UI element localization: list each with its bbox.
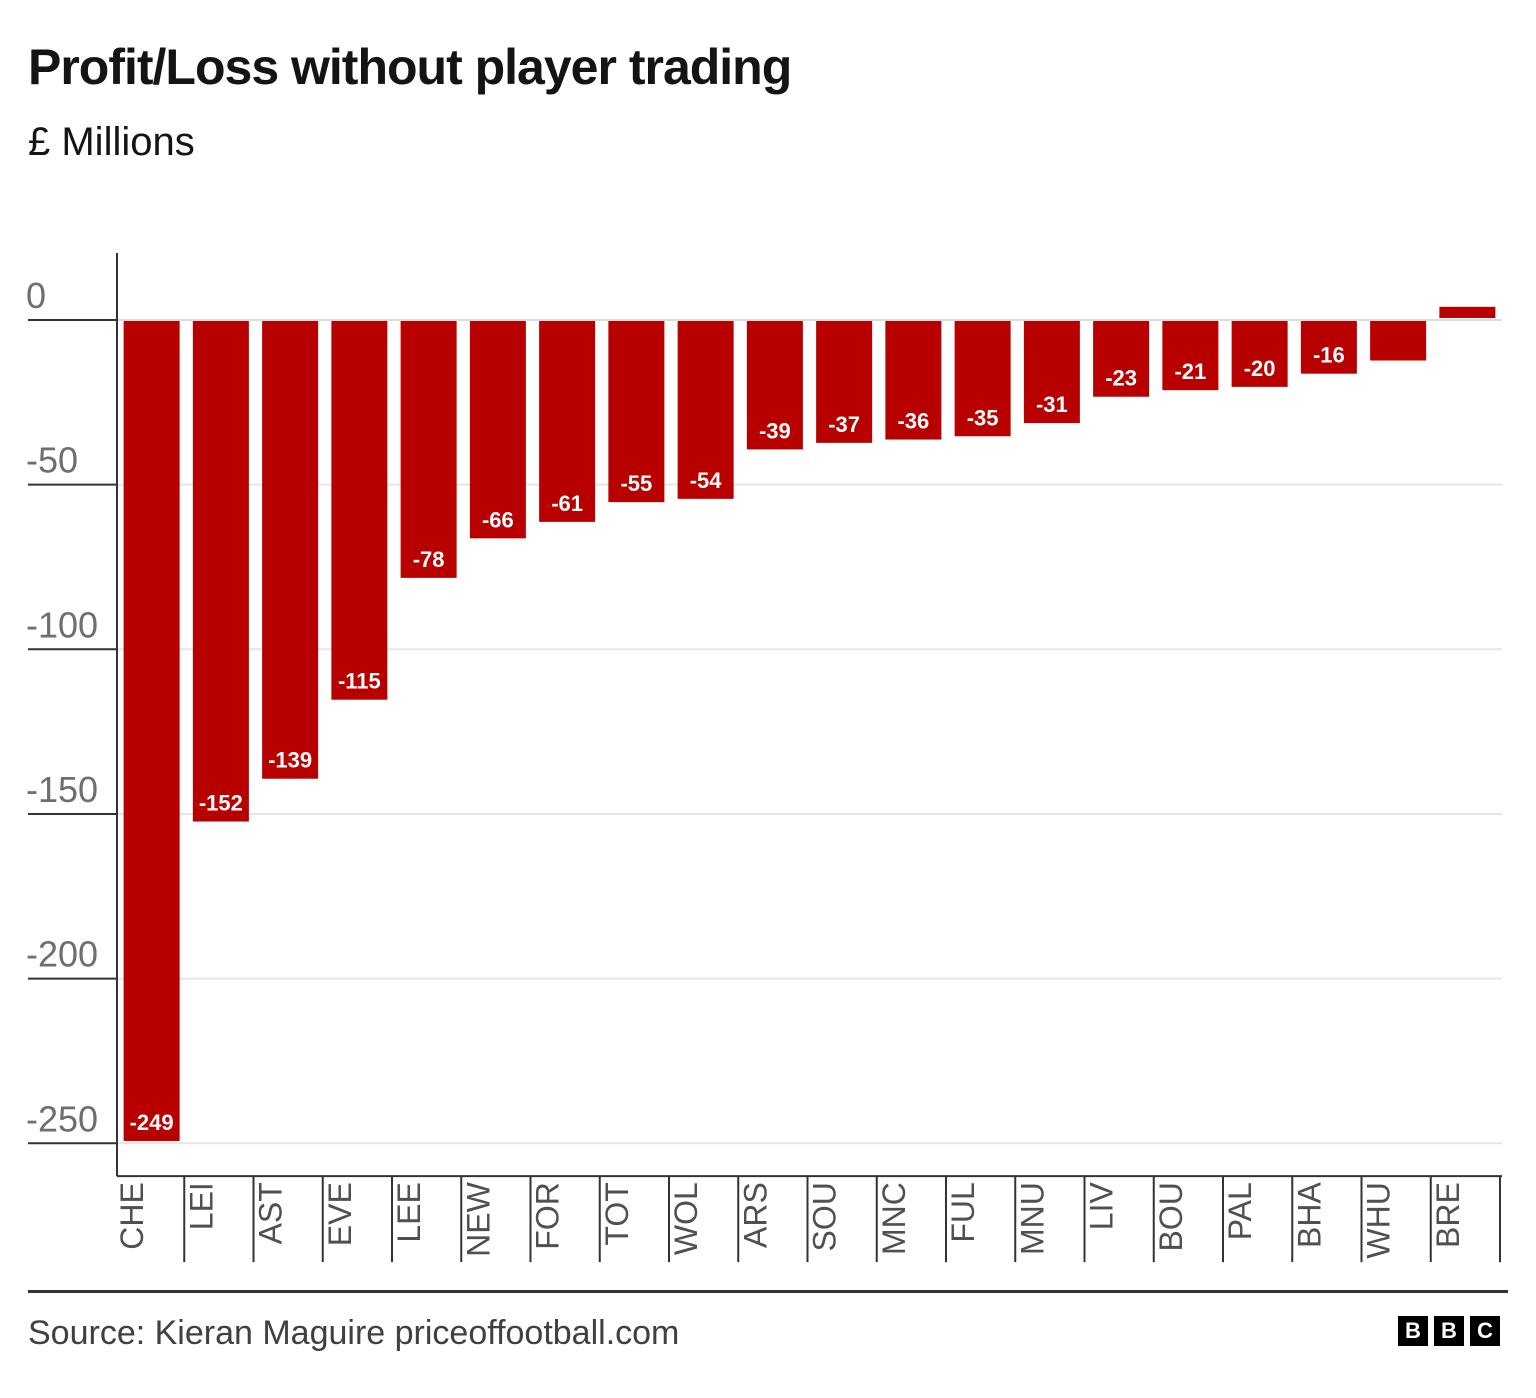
bar-sou bbox=[816, 321, 873, 443]
bar-pal bbox=[1231, 321, 1288, 387]
bar-for bbox=[539, 321, 596, 522]
x-tick-label: FOR bbox=[530, 1182, 566, 1250]
bar-ast bbox=[262, 321, 319, 779]
data-label: -31 bbox=[1036, 392, 1068, 417]
chart-title: Profit/Loss without player trading bbox=[28, 39, 792, 95]
bar-chart: 0 -50 -100 -150 -200 -250 -249 CHE -152 LEI -139 AS… bbox=[26, 253, 1502, 1263]
x-tick-label: NEW bbox=[460, 1181, 496, 1256]
bbc-logo: B B C bbox=[1398, 1316, 1500, 1346]
data-label: -21 bbox=[1174, 359, 1206, 384]
bar-whu bbox=[1370, 321, 1427, 361]
y-tick-label: 0 bbox=[26, 275, 46, 316]
bar-mnc bbox=[885, 321, 942, 440]
data-label: -39 bbox=[759, 418, 791, 443]
x-tick-label: FUL bbox=[945, 1182, 981, 1242]
bar-ars bbox=[746, 321, 803, 450]
bar-tot bbox=[608, 321, 665, 503]
y-tick-label: -50 bbox=[26, 440, 78, 481]
bar-lei bbox=[192, 321, 249, 822]
data-label: -78 bbox=[413, 547, 445, 572]
bar-mnu bbox=[1023, 321, 1080, 424]
data-label: -20 bbox=[1244, 356, 1276, 381]
data-label: -16 bbox=[1313, 343, 1345, 368]
footer-divider bbox=[28, 1290, 1508, 1293]
data-label: -55 bbox=[620, 471, 652, 496]
data-label: -23 bbox=[1105, 366, 1137, 391]
x-tick-label: BHA bbox=[1291, 1182, 1327, 1248]
x-tick-label: BOU bbox=[1153, 1182, 1189, 1251]
data-label: -61 bbox=[551, 491, 583, 516]
x-tick-label: LEE bbox=[391, 1182, 427, 1242]
x-tick-label: PAL bbox=[1222, 1182, 1258, 1240]
y-tick-label: -200 bbox=[26, 934, 98, 975]
x-tick-label: WOL bbox=[668, 1182, 704, 1255]
data-label: -35 bbox=[967, 405, 999, 430]
logo-letter: B bbox=[1434, 1316, 1464, 1346]
x-tick-label: MNU bbox=[1014, 1182, 1050, 1255]
x-tick-label: ARS bbox=[737, 1182, 773, 1248]
data-label: -37 bbox=[828, 412, 860, 437]
bar-eve bbox=[331, 321, 388, 700]
x-tick-label: LEI bbox=[183, 1182, 219, 1230]
bar-bre bbox=[1439, 306, 1496, 318]
x-tick-label: BRE bbox=[1430, 1182, 1466, 1248]
logo-letter: C bbox=[1470, 1316, 1500, 1346]
data-label: -54 bbox=[690, 468, 723, 493]
y-tick-label: -150 bbox=[26, 769, 98, 810]
chart-subtitle: £ Millions bbox=[28, 120, 195, 164]
y-tick-label: -250 bbox=[26, 1098, 98, 1139]
bar-bha bbox=[1300, 321, 1357, 374]
x-tick-label: EVE bbox=[322, 1182, 358, 1246]
x-tick-label: AST bbox=[253, 1182, 289, 1244]
logo-letter: B bbox=[1398, 1316, 1428, 1346]
bar-wol bbox=[677, 321, 734, 499]
data-label: -115 bbox=[338, 669, 381, 694]
data-label: -249 bbox=[130, 1110, 174, 1135]
data-label: -152 bbox=[199, 791, 243, 816]
data-label: -36 bbox=[897, 409, 929, 434]
source-note: Source: Kieran Maguire priceoffootball.c… bbox=[28, 1314, 680, 1352]
x-tick-label: CHE bbox=[114, 1182, 150, 1250]
bar-lee bbox=[400, 321, 457, 578]
data-label: -139 bbox=[268, 748, 312, 773]
data-label: -66 bbox=[482, 507, 514, 532]
x-tick-label: TOT bbox=[599, 1182, 635, 1245]
x-tick-label: LIV bbox=[1084, 1182, 1120, 1231]
x-tick-label: WHU bbox=[1361, 1182, 1397, 1258]
bar-liv bbox=[1093, 321, 1150, 397]
bar-ful bbox=[954, 321, 1011, 437]
x-tick-label: SOU bbox=[807, 1182, 843, 1251]
bar-che bbox=[123, 321, 180, 1141]
y-tick-label: -100 bbox=[26, 604, 98, 645]
x-tick-label: MNC bbox=[876, 1182, 912, 1255]
bar-bou bbox=[1162, 321, 1219, 391]
bar-new bbox=[469, 321, 526, 539]
